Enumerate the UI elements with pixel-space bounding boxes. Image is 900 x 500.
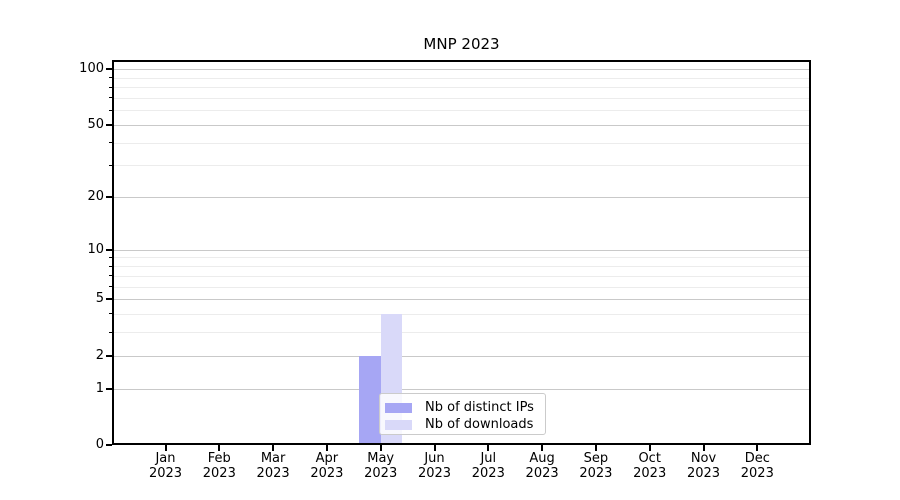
major-gridline xyxy=(114,249,809,251)
minor-gridline xyxy=(114,313,809,315)
y-axis-tick xyxy=(106,196,112,199)
x-axis-tick xyxy=(272,445,275,451)
bar-distinct-ips-may xyxy=(359,355,381,444)
x-axis-tick xyxy=(702,445,705,451)
x-axis-tick-label: Mar 2023 xyxy=(256,451,290,481)
y-axis-tick-label: 100 xyxy=(79,61,104,77)
y-axis-minor-tick xyxy=(109,275,112,277)
x-axis-tick-label: Jun 2023 xyxy=(417,451,452,481)
minor-gridline xyxy=(114,286,809,288)
y-axis-tick xyxy=(106,354,112,357)
chart-title: MNP 2023 xyxy=(423,35,500,53)
y-axis-tick-label: 1 xyxy=(95,380,104,396)
y-axis-minor-tick xyxy=(109,77,112,79)
y-axis-minor-tick xyxy=(109,97,112,99)
x-axis-tick-label: Jan 2023 xyxy=(148,451,183,481)
minor-gridline xyxy=(114,165,809,167)
x-axis-tick-label: Feb 2023 xyxy=(202,451,236,481)
y-axis-tick-label: 0 xyxy=(95,437,104,452)
y-axis-minor-tick xyxy=(109,86,112,88)
legend-item-downloads: Nb of downloads xyxy=(385,416,537,433)
x-axis-tick-label: Oct 2023 xyxy=(633,451,667,481)
x-axis-tick xyxy=(433,445,436,451)
y-axis-minor-tick xyxy=(109,313,112,315)
y-axis-tick xyxy=(106,444,112,446)
x-axis-tick-label: Nov 2023 xyxy=(686,451,721,481)
y-axis-minor-tick xyxy=(109,331,112,333)
legend-swatch-downloads-icon xyxy=(385,419,412,430)
minor-gridline xyxy=(114,266,809,268)
minor-gridline xyxy=(114,142,809,144)
legend: Nb of distinct IPs Nb of downloads xyxy=(379,393,546,435)
y-axis-minor-tick xyxy=(109,265,112,267)
x-axis-tick-label: May 2023 xyxy=(364,451,398,481)
y-axis-tick xyxy=(106,123,112,126)
minor-gridline xyxy=(114,110,809,112)
legend-item-distinct-ips: Nb of distinct IPs xyxy=(385,399,537,416)
x-axis-tick xyxy=(218,445,221,451)
y-axis-minor-tick xyxy=(109,164,112,166)
minor-gridline xyxy=(114,275,809,277)
minor-gridline xyxy=(114,77,809,79)
y-axis-tick-label: 10 xyxy=(87,241,104,257)
legend-label-downloads: Nb of downloads xyxy=(425,417,534,432)
x-axis-tick xyxy=(487,445,490,451)
x-axis-tick xyxy=(594,445,597,451)
major-gridline xyxy=(114,69,809,71)
major-gridline xyxy=(114,299,809,301)
x-axis-tick-label: Dec 2023 xyxy=(740,451,774,481)
x-axis-tick xyxy=(756,445,759,451)
minor-gridline xyxy=(114,332,809,334)
x-axis-tick-label: Jul 2023 xyxy=(471,451,505,481)
minor-gridline xyxy=(114,257,809,259)
y-axis-minor-tick xyxy=(109,256,112,258)
minor-gridline xyxy=(114,97,809,99)
x-axis-tick xyxy=(164,445,167,451)
x-axis-tick xyxy=(325,445,328,451)
x-axis-tick-label: Apr 2023 xyxy=(310,451,344,481)
y-axis-tick-label: 2 xyxy=(95,347,104,363)
x-axis-tick xyxy=(648,445,651,451)
x-axis-tick xyxy=(379,445,382,451)
y-axis-minor-tick xyxy=(109,109,112,111)
x-axis-tick-label: Aug 2023 xyxy=(525,451,559,481)
legend-swatch-distinct-ips-icon xyxy=(385,402,412,413)
y-axis-minor-tick xyxy=(109,286,112,288)
y-axis-tick-label: 20 xyxy=(87,189,104,205)
major-gridline xyxy=(114,355,809,357)
legend-label-distinct-ips: Nb of distinct IPs xyxy=(425,400,534,415)
y-axis-tick xyxy=(106,387,112,390)
y-axis-tick xyxy=(106,68,112,71)
major-gridline xyxy=(114,197,809,199)
minor-gridline xyxy=(114,87,809,89)
y-axis-tick-label: 5 xyxy=(95,291,104,307)
y-axis-minor-tick xyxy=(109,142,112,144)
major-gridline xyxy=(114,124,809,126)
x-axis-tick xyxy=(541,445,544,451)
y-axis-tick-label: 50 xyxy=(87,116,104,132)
y-axis-tick xyxy=(106,298,112,301)
y-axis-tick xyxy=(106,248,112,251)
major-gridline xyxy=(114,388,809,390)
x-axis-tick-label: Sep 2023 xyxy=(579,451,613,481)
